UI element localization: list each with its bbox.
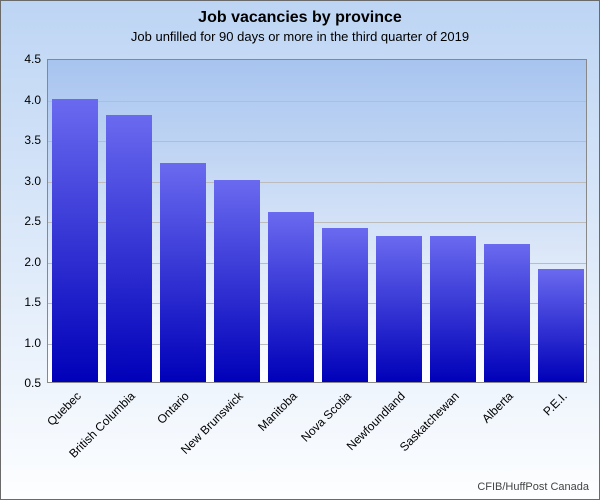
plot-area xyxy=(47,59,587,383)
bar xyxy=(538,269,583,382)
chart-title: Job vacancies by province xyxy=(1,9,599,27)
y-axis-tick-label: 1.5 xyxy=(15,295,41,309)
y-axis-tick-label: 4.0 xyxy=(15,93,41,107)
bar xyxy=(52,99,97,383)
grid-line xyxy=(48,101,586,102)
bar xyxy=(484,244,529,382)
y-axis-tick-label: 2.0 xyxy=(15,255,41,269)
bar xyxy=(160,163,205,382)
y-axis-tick-label: 0.5 xyxy=(15,376,41,390)
y-axis-tick-label: 3.0 xyxy=(15,174,41,188)
bar xyxy=(106,115,151,382)
bar xyxy=(430,236,475,382)
bar xyxy=(268,212,313,382)
bar xyxy=(214,180,259,383)
y-axis-tick-label: 4.5 xyxy=(15,52,41,66)
bar xyxy=(322,228,367,382)
chart-subtitle: Job unfilled for 90 days or more in the … xyxy=(1,29,599,44)
bar xyxy=(376,236,421,382)
y-axis-tick-label: 1.0 xyxy=(15,336,41,350)
chart-titles: Job vacancies by province Job unfilled f… xyxy=(1,9,599,44)
y-axis-tick-label: 2.5 xyxy=(15,214,41,228)
y-axis-tick-label: 3.5 xyxy=(15,133,41,147)
source-credit: CFIB/HuffPost Canada xyxy=(477,481,589,493)
